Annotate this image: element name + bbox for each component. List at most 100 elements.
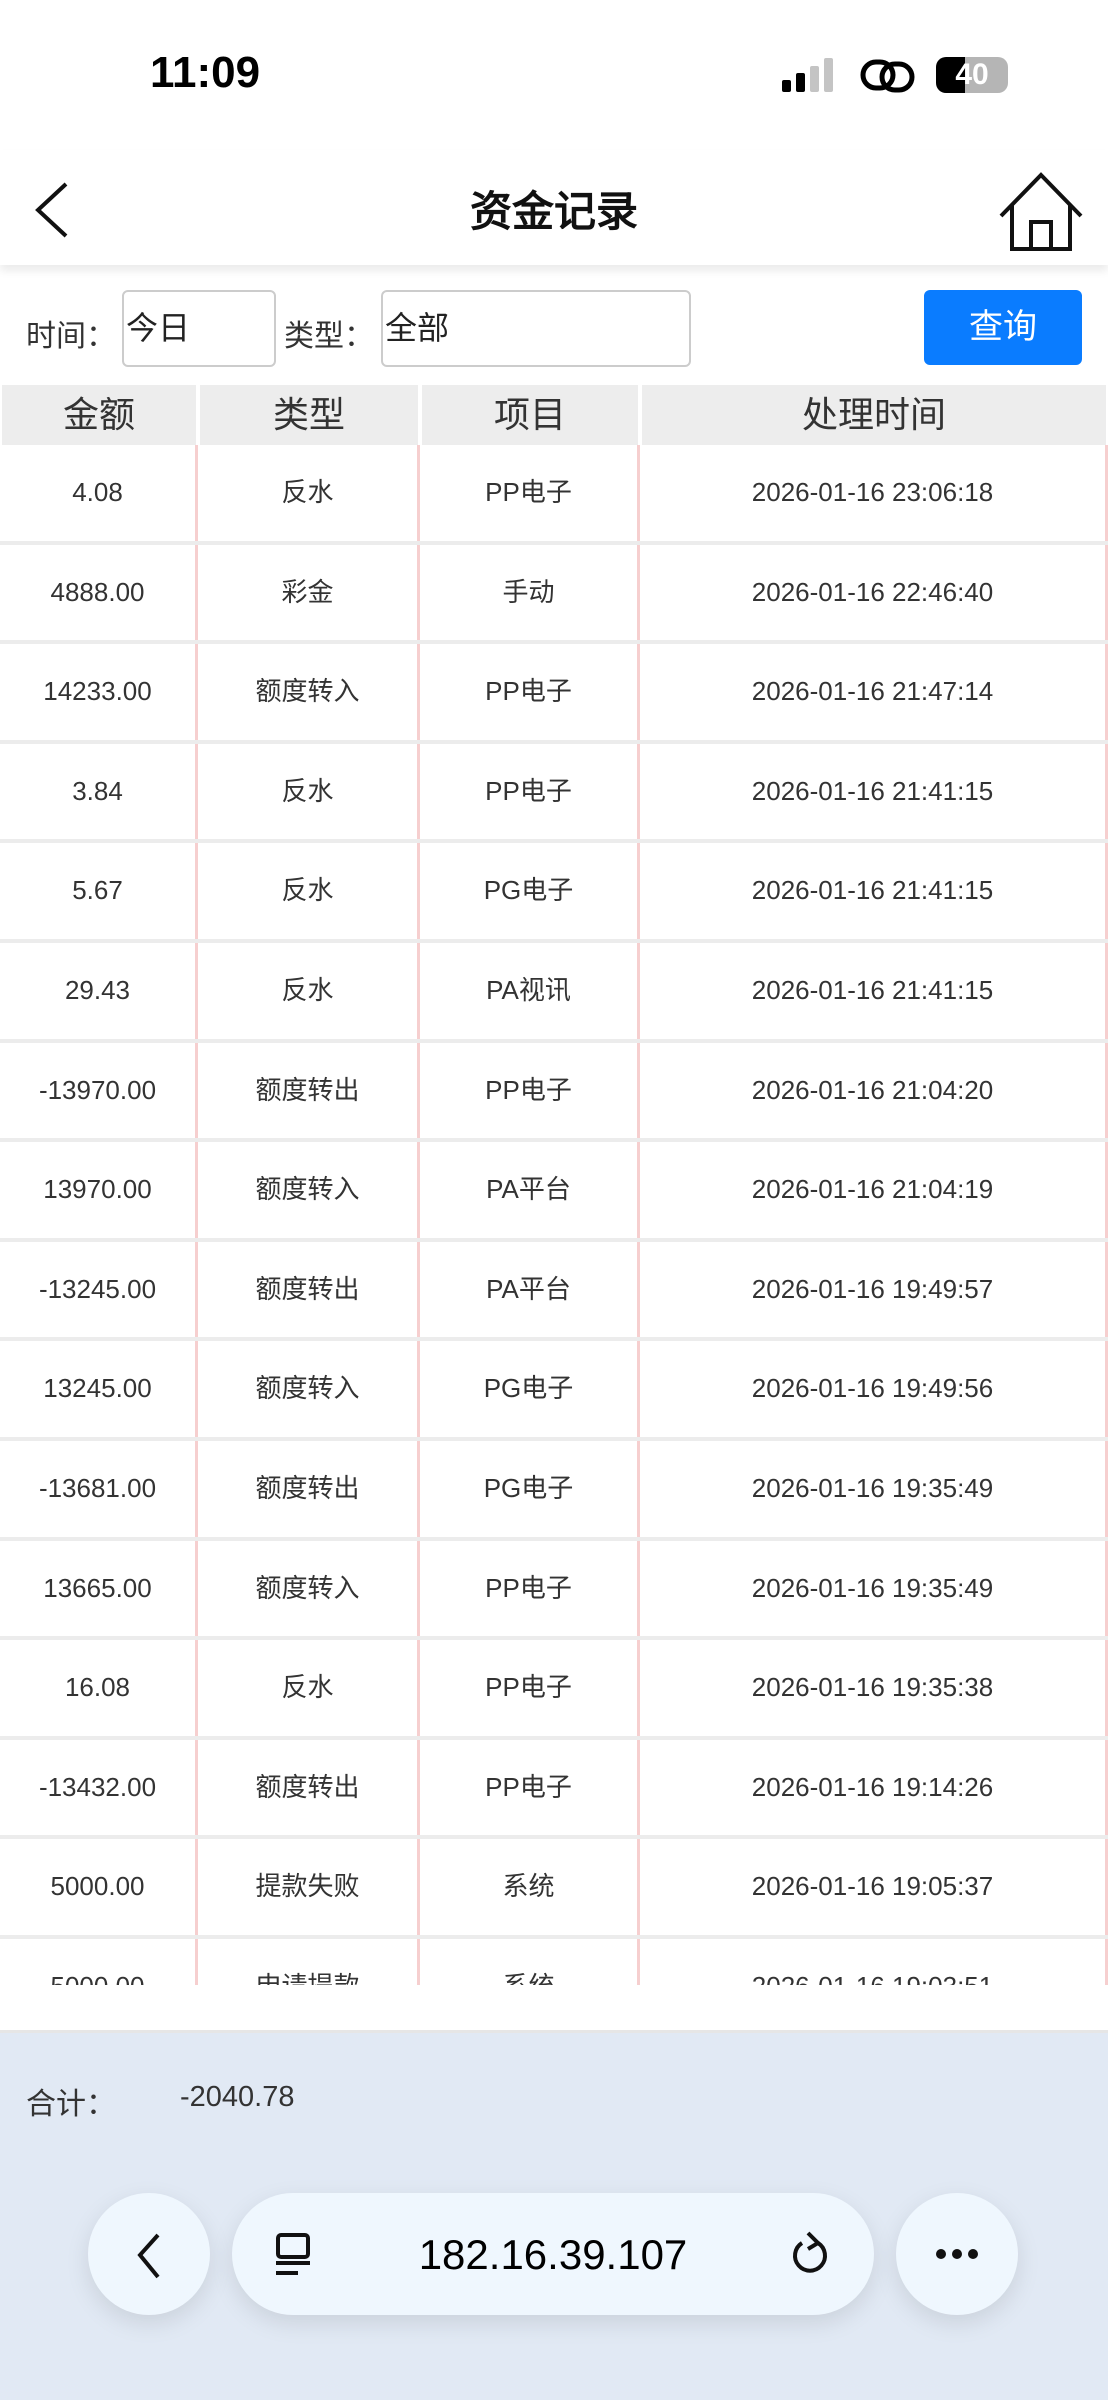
amount-cell: 5000.00 (0, 1938, 198, 1985)
nav-header: 资金记录 (0, 150, 1108, 265)
type-cell: 额度转出 (198, 1241, 420, 1338)
column-time: 处理时间 (642, 385, 1106, 445)
amount-cell: 14233.00 (0, 644, 198, 740)
table-row[interactable]: 4.08 反水 PP电子 2026-01-16 23:06:18 (0, 445, 1108, 545)
column-type: 类型 (200, 385, 418, 445)
browser-back-button[interactable] (88, 2193, 210, 2315)
item-cell: PG电子 (420, 843, 640, 939)
table-row[interactable]: 4888.00 彩金 手动 2026-01-16 22:46:40 (0, 544, 1108, 645)
amount-cell: -13432.00 (0, 1739, 198, 1836)
time-cell: 2026-01-16 23:06:18 (640, 445, 1108, 541)
table-row[interactable]: 3.84 反水 PP电子 2026-01-16 21:41:15 (0, 743, 1108, 844)
table-header: 金额 类型 项目 处理时间 (0, 385, 1108, 445)
address-bar[interactable]: 182.16.39.107 (232, 2193, 874, 2315)
table-row[interactable]: -13245.00 额度转出 PA平台 2026-01-16 19:49:57 (0, 1241, 1108, 1342)
amount-cell: 4.08 (0, 445, 198, 541)
table-row[interactable]: 13970.00 额度转入 PA平台 2026-01-16 21:04:19 (0, 1142, 1108, 1242)
item-cell: PG电子 (420, 1341, 640, 1437)
time-cell: 2026-01-16 19:05:37 (640, 1839, 1108, 1935)
item-cell: PP电子 (420, 743, 640, 840)
time-cell: 2026-01-16 19:49:57 (640, 1241, 1108, 1338)
time-cell: 2026-01-16 21:41:15 (640, 843, 1108, 939)
more-button[interactable] (896, 2193, 1018, 2315)
table-row[interactable]: -13970.00 额度转出 PP电子 2026-01-16 21:04:20 (0, 1042, 1108, 1143)
type-cell: 额度转入 (198, 1540, 420, 1637)
item-cell: 手动 (420, 544, 640, 641)
status-bar: 11:09 40 (0, 0, 1108, 150)
tab-overview-icon (276, 2233, 310, 2275)
time-cell: 2026-01-16 19:03:51 (640, 1938, 1108, 1985)
type-cell: 反水 (198, 445, 420, 541)
amount-cell: 5000.00 (0, 1839, 198, 1935)
amount-cell: 16.08 (0, 1640, 198, 1736)
signal-icon (782, 58, 833, 92)
item-cell: PP电子 (420, 445, 640, 541)
type-cell: 额度转出 (198, 1042, 420, 1139)
type-select[interactable]: 全部 (381, 290, 691, 367)
table-row[interactable]: 29.43 反水 PA视讯 2026-01-16 21:41:15 (0, 942, 1108, 1043)
type-cell: 额度转出 (198, 1739, 420, 1836)
item-cell: PA视讯 (420, 942, 640, 1039)
column-item: 项目 (422, 385, 638, 445)
filter-bar: 时间： 今日 类型： 全部 查询 (0, 265, 1108, 385)
footer: 合计： -2040.78 182.16.39.107 (0, 2030, 1108, 2400)
amount-cell: 5.67 (0, 843, 198, 939)
records-table[interactable]: 4.08 反水 PP电子 2026-01-16 23:06:18 4888.00 彩金 手动… (0, 445, 1108, 1985)
amount-cell: 4888.00 (0, 544, 198, 641)
item-cell: PP电子 (420, 1640, 640, 1736)
type-cell: 反水 (198, 843, 420, 939)
type-cell: 反水 (198, 942, 420, 1039)
amount-cell: 13245.00 (0, 1341, 198, 1437)
time-cell: 2026-01-16 21:41:15 (640, 743, 1108, 840)
time-cell: 2026-01-16 19:35:49 (640, 1440, 1108, 1537)
table-row[interactable]: -13432.00 额度转出 PP电子 2026-01-16 19:14:26 (0, 1739, 1108, 1840)
reload-icon[interactable] (788, 2229, 832, 2279)
time-cell: 2026-01-16 19:35:49 (640, 1540, 1108, 1637)
type-cell: 额度转入 (198, 644, 420, 740)
amount-cell: -13970.00 (0, 1042, 198, 1139)
home-button[interactable] (998, 170, 1084, 252)
time-cell: 2026-01-16 21:04:19 (640, 1142, 1108, 1238)
vpn-link-icon (860, 56, 916, 105)
time-cell: 2026-01-16 22:46:40 (640, 544, 1108, 641)
type-cell: 额度转入 (198, 1142, 420, 1238)
more-dots-icon (936, 2249, 978, 2259)
back-button[interactable] (28, 180, 78, 240)
table-row[interactable]: 13665.00 额度转入 PP电子 2026-01-16 19:35:49 (0, 1540, 1108, 1641)
table-row[interactable]: 5.67 反水 PG电子 2026-01-16 21:41:15 (0, 843, 1108, 943)
table-row[interactable]: 5000.00 提款失败 系统 2026-01-16 19:05:37 (0, 1839, 1108, 1939)
amount-cell: 13970.00 (0, 1142, 198, 1238)
item-cell: PP电子 (420, 1042, 640, 1139)
type-cell: 反水 (198, 743, 420, 840)
chevron-left-icon (137, 2233, 160, 2279)
table-row[interactable]: 14233.00 额度转入 PP电子 2026-01-16 21:47:14 (0, 644, 1108, 744)
type-label: 类型： (284, 320, 374, 353)
total-value: -2040.78 (180, 2081, 295, 2113)
amount-cell: 3.84 (0, 743, 198, 840)
item-cell: PA平台 (420, 1241, 640, 1338)
clock: 11:09 (150, 48, 261, 97)
table-row[interactable]: 5000.00申请提款系统2026-01-16 19:03:51 (0, 1938, 1108, 1985)
battery-icon: 40 (936, 57, 1008, 93)
type-cell: 额度转入 (198, 1341, 420, 1437)
query-button[interactable]: 查询 (924, 290, 1082, 365)
table-row[interactable]: 13245.00 额度转入 PG电子 2026-01-16 19:49:56 (0, 1341, 1108, 1441)
time-cell: 2026-01-16 21:04:20 (640, 1042, 1108, 1139)
amount-cell: -13245.00 (0, 1241, 198, 1338)
time-cell: 2026-01-16 19:35:38 (640, 1640, 1108, 1736)
time-cell: 2026-01-16 21:47:14 (640, 644, 1108, 740)
item-cell: 系统 (420, 1839, 640, 1935)
amount-cell: -13681.00 (0, 1440, 198, 1537)
table-row[interactable]: 16.08 反水 PP电子 2026-01-16 19:35:38 (0, 1640, 1108, 1740)
time-cell: 2026-01-16 19:49:56 (640, 1341, 1108, 1437)
item-cell: 系统 (420, 1938, 640, 1985)
time-select[interactable]: 今日 (122, 290, 276, 367)
table-row[interactable]: -13681.00 额度转出 PG电子 2026-01-16 19:35:49 (0, 1440, 1108, 1541)
total-label: 合计： (26, 2088, 116, 2121)
home-icon (999, 172, 1083, 251)
type-cell: 反水 (198, 1640, 420, 1736)
amount-cell: 13665.00 (0, 1540, 198, 1637)
url-text: 182.16.39.107 (418, 2231, 688, 2278)
type-cell: 额度转出 (198, 1440, 420, 1537)
type-cell: 申请提款 (198, 1938, 420, 1985)
